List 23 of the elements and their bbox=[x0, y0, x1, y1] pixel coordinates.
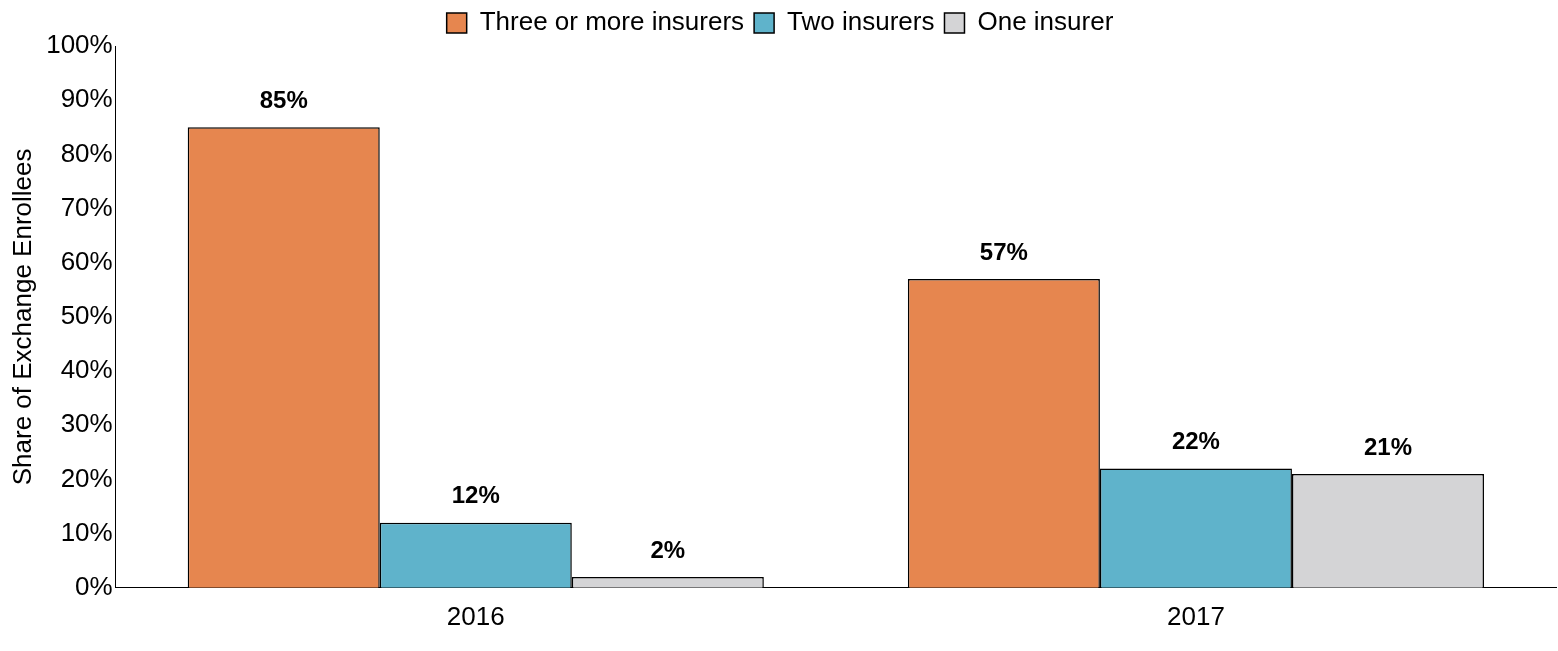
y-tick-label: 90% bbox=[60, 83, 113, 114]
legend-label: Three or more insurers bbox=[479, 6, 745, 37]
y-tick-label: 20% bbox=[60, 462, 113, 493]
y-tick-label: 70% bbox=[60, 191, 113, 222]
x-tick-label: 2017 bbox=[1167, 600, 1225, 631]
text: 21% bbox=[1363, 432, 1412, 460]
y-tick-label: 0% bbox=[75, 570, 113, 601]
y-tick-label: 40% bbox=[60, 354, 113, 385]
text: 22% bbox=[1171, 427, 1220, 455]
text: 2% bbox=[650, 535, 686, 563]
y-tick-label: 30% bbox=[60, 408, 113, 439]
text: 57% bbox=[979, 237, 1028, 265]
x-tick-label: 2016 bbox=[446, 600, 505, 631]
y-tick-label: 100% bbox=[46, 29, 113, 60]
y-tick-label: 50% bbox=[60, 300, 113, 331]
y-axis-title: Share of Exchange Enrollees bbox=[6, 148, 37, 486]
legend-label: Two insurers bbox=[787, 6, 935, 37]
legend-label: One insurer bbox=[977, 6, 1114, 37]
text: 85% bbox=[259, 85, 308, 113]
y-tick-label: 80% bbox=[60, 137, 113, 168]
y-tick-label: 10% bbox=[60, 516, 113, 547]
text: 12% bbox=[451, 481, 500, 509]
y-tick-label: 60% bbox=[60, 245, 113, 276]
